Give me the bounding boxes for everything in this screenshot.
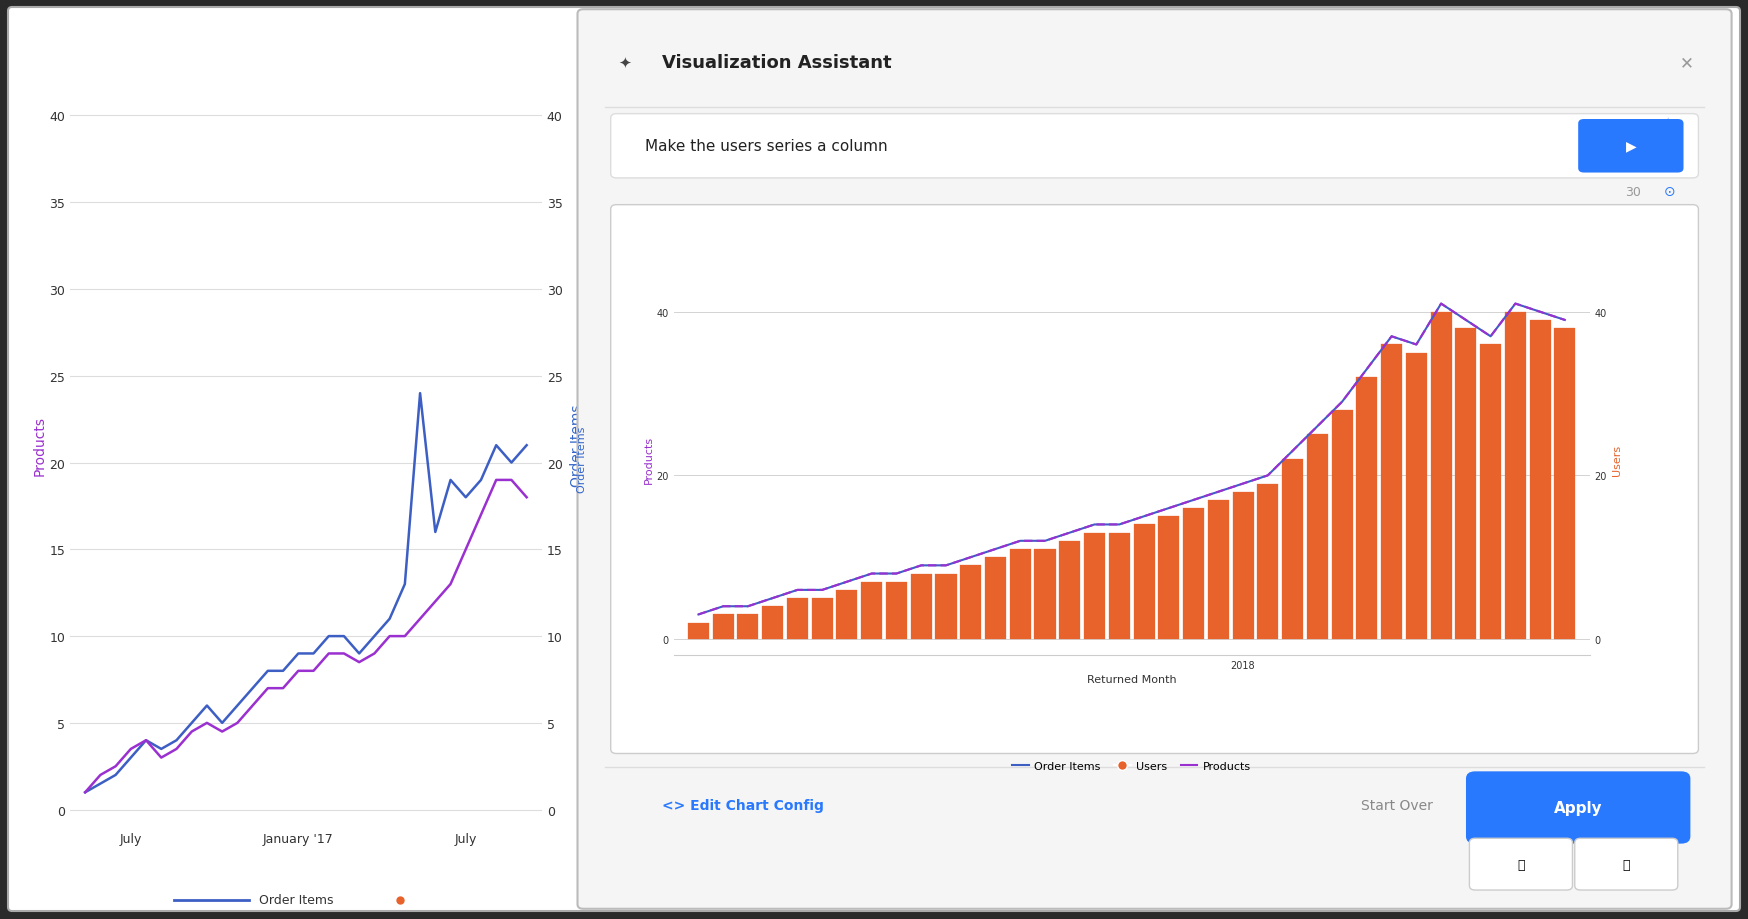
FancyBboxPatch shape bbox=[1467, 771, 1690, 844]
Bar bbox=[1530, 321, 1550, 640]
Bar bbox=[1381, 346, 1402, 640]
Text: ✦: ✦ bbox=[619, 55, 631, 71]
Bar bbox=[1356, 378, 1377, 640]
Bar bbox=[1133, 525, 1155, 640]
Bar bbox=[1430, 312, 1451, 640]
FancyBboxPatch shape bbox=[1578, 119, 1683, 174]
Text: Order Items: Order Items bbox=[259, 893, 334, 906]
Bar bbox=[713, 615, 734, 640]
Bar bbox=[1554, 329, 1575, 640]
Bar bbox=[1208, 500, 1229, 640]
Text: 30: 30 bbox=[1626, 186, 1641, 199]
Bar bbox=[787, 598, 808, 640]
Bar bbox=[1332, 411, 1353, 640]
Bar bbox=[886, 582, 907, 640]
Bar bbox=[1308, 435, 1328, 640]
Bar bbox=[1108, 533, 1129, 640]
FancyBboxPatch shape bbox=[9, 8, 1739, 911]
Text: 👎: 👎 bbox=[1622, 857, 1631, 870]
Text: ✦: ✦ bbox=[1664, 118, 1671, 128]
Y-axis label: Order Items: Order Items bbox=[570, 404, 584, 487]
Y-axis label: Users: Users bbox=[1612, 444, 1622, 475]
Legend: Order Items, Users, Products: Order Items, Users, Products bbox=[1009, 756, 1255, 776]
Y-axis label: Products: Products bbox=[33, 415, 47, 476]
Text: <> Edit Chart Config: <> Edit Chart Config bbox=[662, 799, 823, 812]
X-axis label: Returned Month: Returned Month bbox=[1087, 675, 1176, 685]
Bar bbox=[1159, 516, 1180, 640]
Bar bbox=[1035, 550, 1056, 640]
FancyBboxPatch shape bbox=[610, 115, 1699, 178]
Bar bbox=[1084, 533, 1105, 640]
Bar bbox=[1257, 484, 1278, 640]
FancyBboxPatch shape bbox=[1575, 838, 1678, 891]
Bar bbox=[1281, 460, 1302, 640]
Text: 👍: 👍 bbox=[1517, 857, 1524, 870]
Bar bbox=[738, 615, 759, 640]
Bar bbox=[935, 573, 956, 640]
Text: ⊙: ⊙ bbox=[1664, 185, 1676, 199]
Bar bbox=[1232, 493, 1253, 640]
Text: Make the users series a column: Make the users series a column bbox=[645, 139, 888, 154]
Bar bbox=[1456, 329, 1477, 640]
Text: Apply: Apply bbox=[1554, 800, 1603, 814]
Bar bbox=[960, 566, 981, 640]
Bar bbox=[811, 598, 832, 640]
Text: ▶: ▶ bbox=[1626, 140, 1636, 153]
Bar bbox=[1010, 550, 1031, 640]
FancyBboxPatch shape bbox=[577, 10, 1732, 909]
Text: ✕: ✕ bbox=[1680, 54, 1694, 72]
Bar bbox=[1183, 508, 1204, 640]
Bar bbox=[862, 582, 883, 640]
Text: Visualization Assistant: Visualization Assistant bbox=[662, 54, 891, 72]
Bar bbox=[837, 590, 858, 640]
Bar bbox=[689, 623, 710, 640]
Bar bbox=[1405, 353, 1426, 640]
FancyBboxPatch shape bbox=[1470, 838, 1573, 891]
Text: Order Items: Order Items bbox=[577, 426, 587, 493]
Y-axis label: Products: Products bbox=[643, 436, 654, 483]
Bar bbox=[1505, 312, 1526, 640]
FancyBboxPatch shape bbox=[610, 206, 1699, 754]
Bar bbox=[911, 573, 932, 640]
Bar bbox=[1481, 346, 1502, 640]
Bar bbox=[1059, 541, 1080, 640]
Bar bbox=[762, 607, 783, 640]
Bar bbox=[984, 558, 1007, 640]
Text: Start Over: Start Over bbox=[1360, 799, 1433, 812]
